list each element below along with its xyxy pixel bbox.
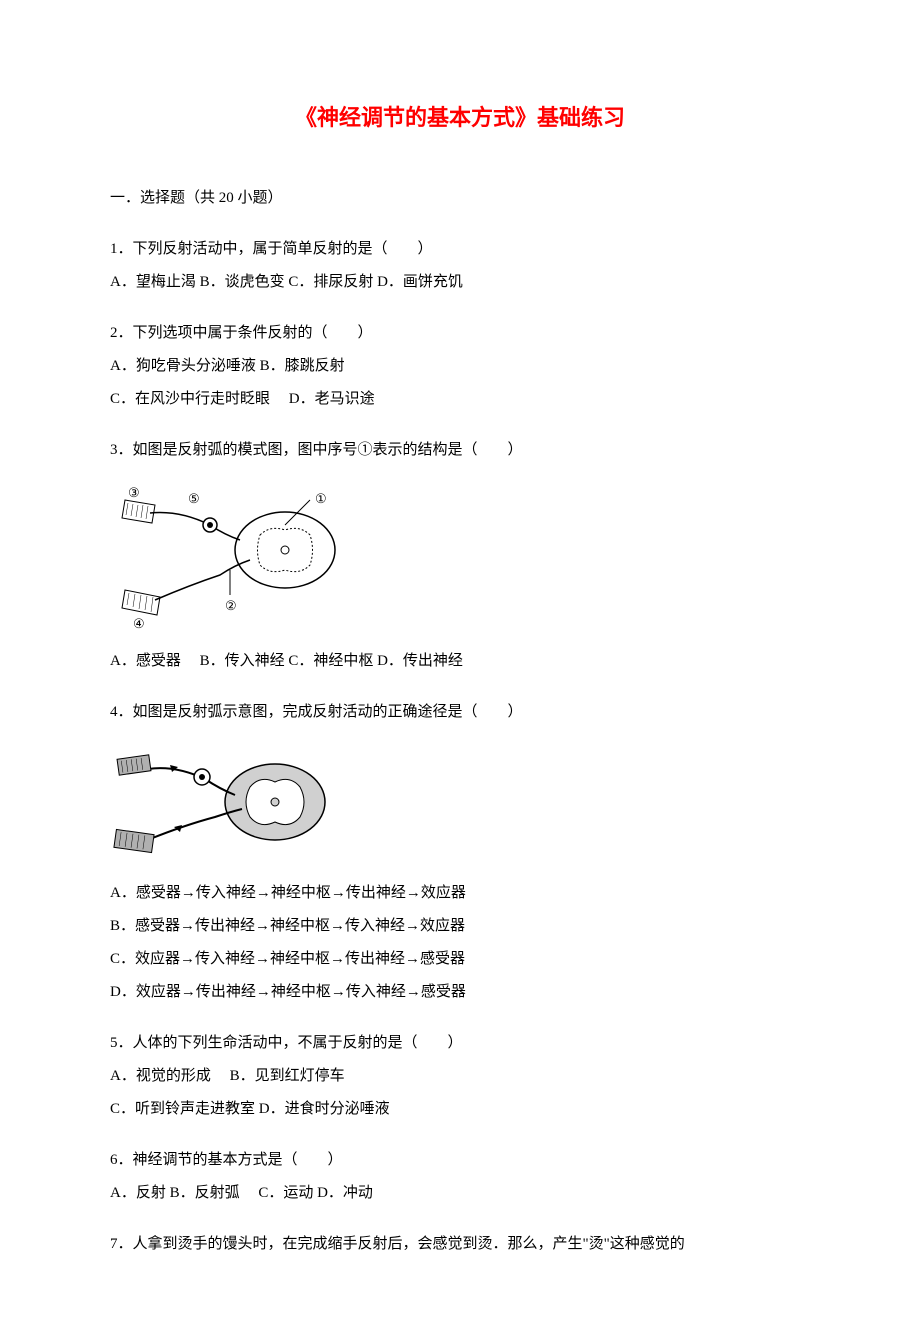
svg-text:③: ③ [128,485,140,500]
question-1-options: A．望梅止渴 B．谈虎色变 C．排尿反射 D．画饼充饥 [110,266,810,299]
question-3: 3．如图是反射弧的模式图，图中序号①表示的结构是（ ） [110,434,810,467]
question-5: 5．人体的下列生命活动中，不属于反射的是（ ） A．视觉的形成 B．见到红灯停车… [110,1027,810,1126]
question-2-options-line2: C．在风沙中行走时眨眼 D．老马识途 [110,383,810,416]
question-4-option-c: C．效应器→传入神经→神经中枢→传出神经→感受器 [110,943,810,976]
question-3-options: A．感受器 B．传入神经 C．神经中枢 D．传出神经 [110,645,810,678]
question-5-text: 5．人体的下列生命活动中，不属于反射的是（ ） [110,1027,810,1060]
svg-text:①: ① [315,491,327,506]
question-3-text: 3．如图是反射弧的模式图，图中序号①表示的结构是（ ） [110,434,810,467]
question-4-option-d: D．效应器→传出神经→神经中枢→传入神经→感受器 [110,976,810,1009]
question-1-text: 1．下列反射活动中，属于简单反射的是（ ） [110,233,810,266]
question-2: 2．下列选项中属于条件反射的（ ） A．狗吃骨头分泌唾液 B．膝跳反射 C．在风… [110,317,810,416]
reflex-arc-diagram-1: ① ⑤ ③ ② ④ [110,485,810,630]
question-6-text: 6．神经调节的基本方式是（ ） [110,1144,810,1177]
question-5-options-line2: C．听到铃声走进教室 D．进食时分泌唾液 [110,1093,810,1126]
question-5-options-line1: A．视觉的形成 B．见到红灯停车 [110,1060,810,1093]
question-4-option-a: A．感受器→传入神经→神经中枢→传出神经→效应器 [110,877,810,910]
question-4-option-b: B．感受器→传出神经→神经中枢→传入神经→效应器 [110,910,810,943]
question-3-options-block: A．感受器 B．传入神经 C．神经中枢 D．传出神经 [110,645,810,678]
question-2-options-line1: A．狗吃骨头分泌唾液 B．膝跳反射 [110,350,810,383]
question-7: 7．人拿到烫手的馒头时，在完成缩手反射后，会感觉到烫．那么，产生"烫"这种感觉的 [110,1228,810,1261]
question-4: 4．如图是反射弧示意图，完成反射活动的正确途径是（ ） [110,696,810,729]
question-4-text: 4．如图是反射弧示意图，完成反射活动的正确途径是（ ） [110,696,810,729]
reflex-arc-diagram-2 [110,747,810,862]
svg-text:④: ④ [133,616,145,630]
svg-text:⑤: ⑤ [188,491,200,506]
section-header: 一．选择题（共 20 小题） [110,182,810,215]
question-6-options: A．反射 B．反射弧 C．运动 D．冲动 [110,1177,810,1210]
question-2-text: 2．下列选项中属于条件反射的（ ） [110,317,810,350]
question-6: 6．神经调节的基本方式是（ ） A．反射 B．反射弧 C．运动 D．冲动 [110,1144,810,1210]
svg-text:②: ② [225,598,237,613]
question-4-options-block: A．感受器→传入神经→神经中枢→传出神经→效应器 B．感受器→传出神经→神经中枢… [110,877,810,1009]
question-1: 1．下列反射活动中，属于简单反射的是（ ） A．望梅止渴 B．谈虎色变 C．排尿… [110,233,810,299]
question-7-text: 7．人拿到烫手的馒头时，在完成缩手反射后，会感觉到烫．那么，产生"烫"这种感觉的 [110,1228,810,1261]
document-title: 《神经调节的基本方式》基础练习 [110,100,810,132]
